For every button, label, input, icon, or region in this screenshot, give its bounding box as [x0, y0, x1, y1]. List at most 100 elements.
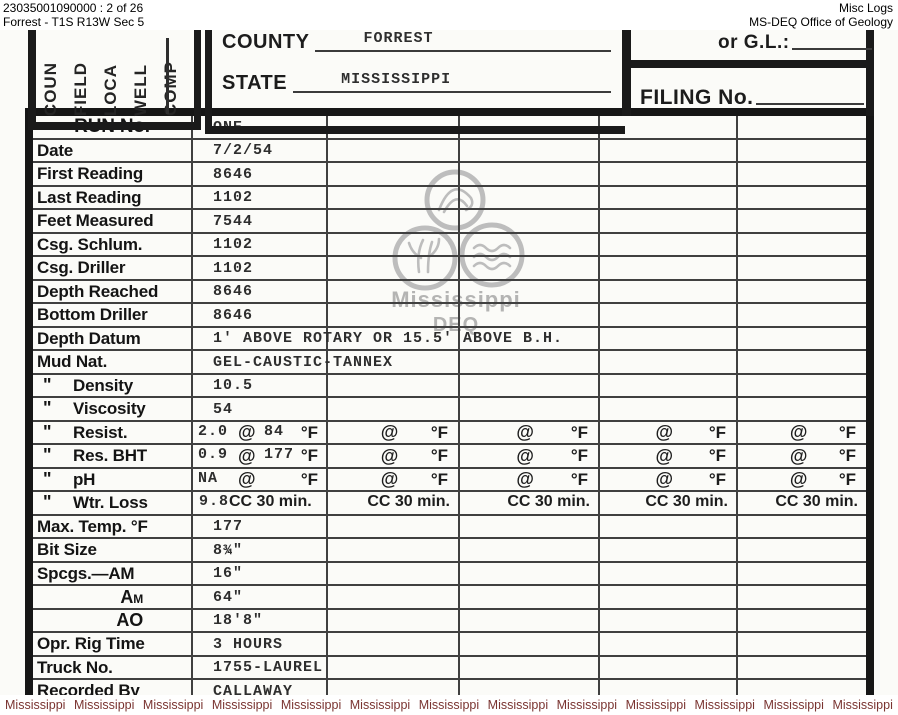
label-text: Depth Datum: [37, 328, 141, 348]
row-label-truck-no: Truck No.: [33, 656, 193, 680]
ditto-mark: ": [43, 492, 52, 513]
empty-cell-density: [460, 374, 600, 398]
ditto-mark: ": [43, 445, 52, 466]
row-label-last-reading: Last Reading: [33, 186, 193, 210]
typed-value: 1102: [213, 236, 254, 253]
degree-f-label: °F: [570, 446, 588, 466]
footer-watermark-word: Mississippi: [5, 698, 66, 712]
label-text: Res. BHT: [73, 446, 147, 466]
typed-value: 8646: [213, 283, 254, 300]
mississippi-watermark-strip: Mississippi Mississippi Mississippi Mississ…: [0, 695, 898, 715]
filing-no-field: FILING No.: [640, 74, 872, 108]
empty-cell-depth-reached: [328, 280, 460, 304]
label-text: Csg. Driller: [37, 258, 126, 278]
empty-cell-res-bht: @ °F: [328, 445, 460, 469]
footer-watermark-word: Mississippi: [763, 698, 824, 712]
empty-cell-depth-reached: [600, 280, 738, 304]
empty-cell-ao: [328, 609, 460, 633]
empty-cell-csg-driller: [738, 257, 866, 281]
cc-30-min-label: CC 30 min.: [367, 493, 450, 511]
degree-f-label: °F: [430, 422, 448, 442]
empty-cell-bottom-driller: [738, 304, 866, 328]
typed-value: 2.0: [198, 422, 229, 440]
wave-line-3: [472, 261, 512, 271]
label-text: AM: [120, 586, 143, 607]
degree-f-label: °F: [838, 469, 856, 489]
degree-f-label: °F: [838, 446, 856, 466]
footer-watermark-word: Mississippi: [694, 698, 755, 712]
filing-box-top-border: [630, 60, 874, 68]
degree-f-label: °F: [430, 469, 448, 489]
row-label-bit-size: Bit Size: [33, 539, 193, 563]
ditto-mark: ": [43, 421, 52, 442]
value-ao: 18'8": [193, 609, 328, 633]
empty-cell-recorded-by: [600, 680, 738, 695]
row-label-spcgs-am: Spcgs.—AM: [33, 562, 193, 586]
filing-no-underline: [755, 103, 864, 105]
label-text: Mud Nat.: [37, 352, 108, 372]
footer-watermark-word: Mississippi: [487, 698, 549, 712]
value-depth-reached: 8646: [193, 280, 328, 304]
empty-cell-wtr-loss: CC 30 min.: [738, 492, 866, 516]
county-label: COUNTY: [222, 31, 310, 53]
right-border-bar: [866, 30, 874, 116]
value-csg-driller: 1102: [193, 257, 328, 281]
label-text: Resist.: [73, 422, 128, 442]
at-symbol: @: [516, 422, 534, 443]
typed-value: 16": [213, 565, 244, 582]
value-date: 7/2/54: [193, 139, 328, 163]
empty-cell-ao: [460, 609, 600, 633]
label-text: Bottom Driller: [37, 305, 148, 325]
ditto-mark: ": [43, 468, 52, 489]
at-symbol: @: [789, 422, 808, 443]
typed-value: 1' ABOVE ROTARY OR 15.5' ABOVE B.H.: [213, 330, 564, 347]
typed-value: 8646: [213, 306, 254, 324]
row-label-first-reading: First Reading: [33, 163, 193, 187]
degree-f-label: °F: [570, 469, 588, 489]
vertical-border-bar: [622, 30, 631, 116]
row-label-recorded-by: Recorded By: [33, 680, 193, 695]
empty-cell-first-reading: [738, 163, 866, 187]
county-state-box: COUNTY FORREST STATE MISSISSIPPI: [205, 30, 625, 134]
empty-cell-opr-rig-time: [738, 633, 866, 657]
typed-value: NA: [198, 469, 219, 487]
at-symbol: @: [238, 445, 256, 466]
empty-cell-depth-datum: [460, 327, 600, 351]
empty-cell-depth-datum: [600, 327, 738, 351]
empty-cell-feet-measured: [328, 210, 460, 234]
row-label-ao: AO: [33, 609, 193, 633]
empty-cell-csg-schlum: [600, 233, 738, 257]
row-label-mud-nat: Mud Nat.: [33, 351, 193, 375]
empty-cell-ph: @ °F: [328, 468, 460, 492]
label-text: Spcgs.—AM: [37, 563, 135, 583]
typed-value: 3 HOURS: [213, 635, 284, 653]
vertical-label-well: WELL: [131, 63, 150, 116]
empty-cell-res-bht: @ °F: [460, 445, 600, 469]
empty-cell-ph: @ °F: [600, 468, 738, 492]
empty-cell-truck-no: [328, 656, 460, 680]
plant-stem: [416, 238, 425, 274]
empty-cell-ao: [600, 609, 738, 633]
cc-30-min-label: CC 30 min.: [229, 493, 312, 511]
plant-circle-icon: [392, 225, 458, 291]
empty-cell-resist: @ °F: [328, 421, 460, 445]
plant-leaf-left: [407, 241, 423, 260]
empty-cell-wtr-loss: CC 30 min.: [600, 492, 738, 516]
row-label-csg-schlum: Csg. Schlum.: [33, 233, 193, 257]
degree-f-label: °F: [300, 469, 318, 489]
value-feet-measured: 7544: [193, 210, 328, 234]
degree-f-label: °F: [430, 446, 448, 466]
value-viscosity: 54: [193, 398, 328, 422]
label-text: Date: [37, 140, 74, 160]
degree-f-label: °F: [300, 446, 318, 466]
empty-cell-res-bht: @ °F: [600, 445, 738, 469]
empty-cell-feet-measured: [738, 210, 866, 234]
vertical-label-coun: COUN: [41, 61, 60, 116]
value-am: 64": [193, 586, 328, 610]
empty-cell-feet-measured: [460, 210, 600, 234]
empty-cell-csg-driller: [600, 257, 738, 281]
at-symbol: @: [380, 469, 399, 490]
empty-cell-mud-nat: [460, 351, 600, 375]
empty-cell-depth-datum: [328, 327, 460, 351]
or-gl-label: or G.L.:: [718, 32, 790, 53]
